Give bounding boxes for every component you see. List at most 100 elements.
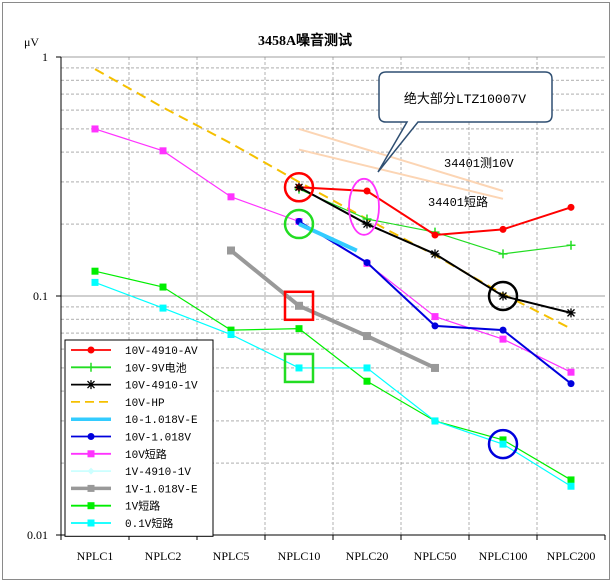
- data-point: [431, 417, 439, 425]
- reference-line: [298, 148, 504, 200]
- data-point: [498, 291, 508, 301]
- annotations-layer: 绝大部分LTZ10007V 34401测10V 34401短路: [283, 71, 553, 460]
- callout-box: [377, 71, 553, 173]
- data-point: [567, 380, 575, 388]
- series-line: [94, 281, 572, 487]
- highlight-circle: [487, 428, 519, 460]
- legend-entry: 10V-HP: [71, 398, 165, 410]
- highlight-square: [283, 290, 315, 322]
- data-point: [86, 362, 96, 372]
- x-tick-label: NPLC20: [346, 549, 389, 563]
- legend-label: 1V-4910-1V: [125, 467, 191, 479]
- y-tick-label: 0.01: [27, 528, 48, 542]
- data-point: [499, 326, 507, 334]
- legend-entry: 1V-4910-1V: [71, 467, 191, 479]
- series-4: [298, 222, 358, 253]
- legend-entry: 10-1.018V-E: [71, 415, 198, 427]
- legend-label: 1V短路: [125, 499, 160, 514]
- highlight-ellipse: [348, 177, 380, 236]
- data-point: [87, 484, 95, 492]
- y-tick-label: 0.1: [33, 289, 48, 303]
- legend-entry: 0.1V短路: [71, 516, 173, 531]
- highlight-circle: [283, 172, 315, 203]
- x-tick-label: NPLC200: [547, 549, 596, 563]
- legend-entry: 10V-4910-AV: [71, 346, 198, 358]
- data-point: [227, 246, 235, 255]
- highlight-circle: [487, 280, 519, 312]
- data-point: [363, 259, 371, 267]
- data-point: [431, 313, 439, 321]
- highlight-square: [283, 352, 315, 384]
- data-point: [566, 240, 576, 250]
- y-tick-label: 1: [42, 50, 48, 64]
- data-point: [91, 278, 99, 286]
- data-point: [567, 368, 575, 376]
- data-point: [499, 440, 507, 448]
- series-line: [229, 248, 436, 370]
- data-point: [499, 225, 507, 233]
- data-point: [227, 326, 235, 334]
- x-tick-label: NPLC2: [145, 549, 182, 563]
- series-line: [298, 222, 358, 253]
- legend-entry: 1V短路: [71, 499, 160, 514]
- legend-entry: 10V-1.018V: [71, 433, 191, 445]
- data-point: [87, 433, 95, 440]
- data-point: [294, 182, 304, 192]
- series-10: [91, 278, 575, 490]
- data-point: [431, 363, 439, 372]
- data-point: [87, 519, 95, 527]
- legend-label: 10V-HP: [125, 398, 165, 410]
- data-point: [363, 377, 371, 385]
- x-tick-label: NPLC10: [278, 549, 321, 563]
- reference-line: [298, 127, 504, 192]
- legend-label: 1V-1.018V-E: [125, 484, 198, 496]
- legend-label: 10V-1.018V: [125, 433, 191, 445]
- data-point: [567, 476, 575, 484]
- legend-label: 10V-9V电池: [125, 361, 187, 375]
- legend-label: 10V-4910-AV: [125, 346, 198, 358]
- data-point: [227, 331, 235, 339]
- data-point: [87, 467, 95, 475]
- data-point: [362, 219, 372, 229]
- callout-text: 绝大部分LTZ10007V: [404, 91, 526, 107]
- data-point: [91, 267, 99, 275]
- data-point: [86, 380, 96, 390]
- x-tick-label: NPLC5: [213, 549, 250, 563]
- data-point: [430, 249, 440, 259]
- highlight-circle: [283, 208, 315, 240]
- data-point: [159, 283, 167, 291]
- data-point: [498, 249, 508, 259]
- x-tick-label: NPLC1: [77, 549, 114, 563]
- axes: NPLC1 NPLC2 NPLC5 NPLC10 NPLC20 NPLC50 NPLC100…: [27, 50, 606, 563]
- legend-entry: 10V-9V电池: [71, 361, 187, 375]
- data-point: [499, 436, 507, 444]
- legend-label: 10V-4910-1V: [125, 381, 198, 393]
- data-point: [363, 187, 371, 195]
- data-point: [431, 231, 439, 239]
- data-point: [363, 332, 371, 341]
- data-point: [159, 304, 167, 312]
- data-point: [363, 364, 371, 372]
- x-tick-label: NPLC50: [414, 549, 457, 563]
- data-point: [567, 203, 575, 211]
- data-point: [159, 147, 167, 155]
- x-tick-label: NPLC100: [479, 549, 528, 563]
- data-point: [295, 325, 303, 333]
- annotation-label: 34401短路: [428, 194, 488, 210]
- y-axis-unit-label: μV: [24, 35, 39, 49]
- data-point: [91, 125, 99, 133]
- legend-entry: 10V-4910-1V: [71, 380, 198, 393]
- legend-entry: 1V-1.018V-E: [71, 484, 198, 496]
- legend-label: 10-1.018V-E: [125, 415, 198, 427]
- data-point: [499, 335, 507, 343]
- data-point: [566, 308, 576, 318]
- data-point: [227, 193, 235, 201]
- chart-title: 3458A噪音测试: [258, 32, 352, 49]
- data-point: [295, 364, 303, 372]
- data-point: [295, 301, 303, 310]
- data-point: [87, 450, 95, 458]
- series-2: [294, 182, 576, 318]
- data-point: [431, 322, 439, 330]
- legend-label: 0.1V短路: [125, 516, 173, 531]
